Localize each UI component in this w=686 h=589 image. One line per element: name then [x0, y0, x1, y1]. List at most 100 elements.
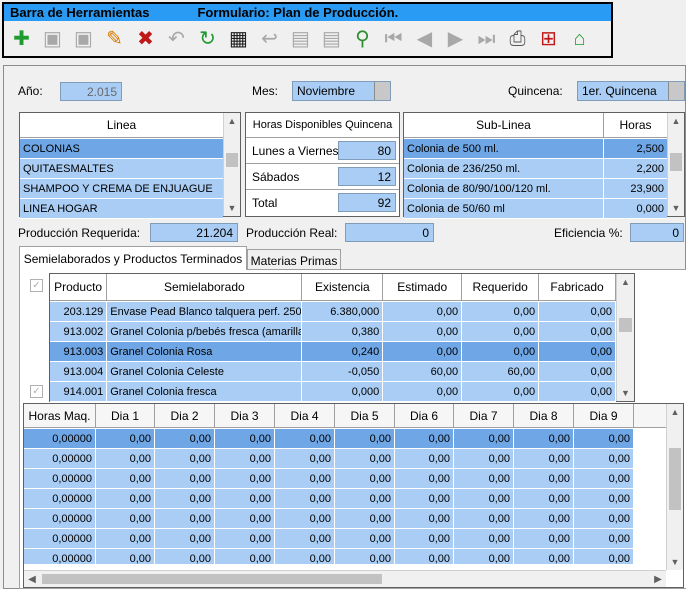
table-cell: 0,00000 — [24, 469, 96, 488]
scroll-up-icon[interactable]: ▲ — [670, 407, 680, 417]
horas-row-value[interactable]: 92 — [338, 193, 396, 212]
list2-icon[interactable]: ▤ — [322, 27, 341, 50]
save-as-icon[interactable]: ▣ — [74, 27, 93, 50]
table-cell: 0,00 — [335, 509, 395, 528]
table-cell: 0,00 — [275, 529, 335, 548]
tab-materias-primas[interactable]: Materias Primas — [247, 249, 341, 271]
anio-field[interactable]: 2.015 — [60, 82, 122, 101]
horas-row-value[interactable]: 12 — [338, 167, 396, 186]
scroll-down-icon[interactable]: ▼ — [671, 203, 681, 213]
table-cell: 0,00 — [574, 429, 634, 448]
table-cell: 0,00 — [335, 489, 395, 508]
produccion-real-field[interactable]: 0 — [345, 223, 434, 242]
horas-row: Sábados 12 — [246, 164, 399, 190]
undo-icon[interactable]: ↶ — [168, 27, 185, 50]
last-record-icon[interactable]: ⏭ — [477, 27, 496, 50]
home-icon[interactable]: ⌂ — [573, 27, 586, 50]
sublinea-scrollbar[interactable]: ▲ ▼ — [667, 113, 684, 216]
next-record-icon[interactable]: ▶ — [447, 27, 464, 50]
table-row[interactable]: 914.001 Granel Colonia fresca 0,000 0,00 0,0… — [50, 382, 617, 402]
table-row[interactable]: 203.129 Envase Pead Blanco talquera perf.… — [50, 302, 617, 322]
first-record-icon[interactable]: ⏮ — [384, 27, 403, 50]
table-row[interactable]: 0,00000 0,00 0,00 0,00 0,00 0,00 0,00 0,00 0,00 0… — [24, 489, 666, 509]
sublinea-row[interactable]: Colonia de 50/60 ml 0,000 — [404, 199, 667, 219]
semi-header-cell: Semielaborado — [107, 274, 303, 300]
mes-select[interactable]: Noviembre — [292, 81, 391, 101]
table-cell: Granel Colonia p/bebés fresca (amarilla) — [107, 322, 303, 341]
sublinea-row[interactable]: Colonia de 500 ml. 2,500 — [404, 139, 667, 159]
table-cell: 0,00 — [215, 489, 275, 508]
produccion-requerida-field[interactable]: 21.204 — [150, 223, 238, 242]
prev-record-icon[interactable]: ◀ — [416, 27, 433, 50]
scroll-up-icon[interactable]: ▲ — [227, 116, 237, 126]
search-icon[interactable]: ⚲ — [355, 27, 370, 50]
linea-item[interactable]: SHAMPOO Y CREMA DE ENJUAGUE — [20, 179, 223, 199]
checkbox-icon[interactable]: ✓ — [30, 279, 43, 292]
table-row[interactable]: 0,00000 0,00 0,00 0,00 0,00 0,00 0,00 0,00 0,00 0… — [24, 469, 666, 489]
dias-header-cell: Dia 8 — [514, 404, 574, 427]
toolbar-icons: ✚ ▣ ▣ ✎ ✖ ↶ ↻ ▦ ↩ ▤ ▤ ⚲ ⏮ ◀ ▶ ⏭ ⎙ ⊞ ⌂ — [4, 21, 611, 56]
dias-header-cell: Dia 7 — [454, 404, 514, 427]
dias-scrollbar[interactable]: ▲ ▼ — [666, 404, 683, 570]
table-cell: 0,00 — [574, 549, 634, 564]
tab-semielaborados[interactable]: Semielaborados y Productos Terminados — [19, 246, 247, 270]
table-cell: 60,00 — [383, 362, 463, 381]
scroll-up-icon[interactable]: ▲ — [621, 277, 630, 287]
save-icon[interactable]: ▣ — [43, 27, 62, 50]
linea-item[interactable]: QUITAESMALTES — [20, 159, 223, 179]
dias-hscrollbar[interactable]: ◀ ▶ — [24, 570, 666, 587]
dias-hscroll-thumb[interactable] — [42, 574, 382, 584]
table-cell: 0,00000 — [24, 549, 96, 564]
linea-scrollbar[interactable]: ▲ ▼ — [223, 113, 240, 216]
quincena-select[interactable]: 1er. Quincena — [577, 81, 685, 101]
table-cell: 0,00 — [96, 449, 155, 468]
print-icon[interactable]: ⎙ — [509, 27, 526, 50]
table-row[interactable]: 0,00000 0,00 0,00 0,00 0,00 0,00 0,00 0,00 0,00 0… — [24, 529, 666, 549]
edit-icon[interactable]: ✎ — [106, 27, 123, 50]
table-cell: 0,00 — [155, 429, 215, 448]
eficiencia-field[interactable]: 0 — [630, 223, 684, 242]
semi-scroll-thumb[interactable] — [619, 318, 632, 332]
sublinea-horas: 2,200 — [604, 159, 667, 178]
delete-icon[interactable]: ✖ — [137, 27, 154, 50]
scroll-up-icon[interactable]: ▲ — [671, 116, 681, 126]
sublinea-row[interactable]: Colonia de 80/90/100/120 ml. 23,900 — [404, 179, 667, 199]
table-row[interactable]: 913.003 Granel Colonia Rosa 0,240 0,00 0,00 0… — [50, 342, 617, 362]
semielaborados-header: Producto Semielaborado Existencia Estimado R… — [50, 274, 617, 301]
sublinea-list: Colonia de 500 ml. 2,500 Colonia de 236/25… — [404, 139, 667, 219]
dias-header-cell: Dia 2 — [155, 404, 215, 427]
dias-scroll-thumb[interactable] — [669, 448, 681, 510]
linea-scroll-thumb[interactable] — [226, 153, 238, 167]
semielaborados-scrollbar[interactable]: ▲ ▼ — [616, 274, 634, 401]
table-cell: 0,380 — [302, 322, 384, 341]
add-icon[interactable]: ✚ — [13, 27, 30, 50]
scroll-left-icon[interactable]: ◀ — [28, 573, 36, 585]
table-row[interactable]: 913.004 Granel Colonia Celeste -0,050 60,00… — [50, 362, 617, 382]
table-row[interactable]: 0,00000 0,00 0,00 0,00 0,00 0,00 0,00 0,00 0,00 0… — [24, 429, 666, 449]
horas-row: Lunes a Viernes 80 — [246, 138, 399, 164]
film-icon[interactable]: ▦ — [229, 27, 248, 50]
scroll-right-icon[interactable]: ▶ — [654, 573, 662, 585]
checkbox-icon[interactable]: ✓ — [30, 385, 43, 398]
linea-item[interactable]: LINEA HOGAR — [20, 199, 223, 219]
gift-icon[interactable]: ⊞ — [540, 27, 557, 50]
quincena-dropdown-button[interactable] — [668, 82, 684, 100]
horas-row-value[interactable]: 80 — [338, 141, 396, 160]
scroll-down-icon[interactable]: ▼ — [227, 203, 237, 213]
scroll-down-icon[interactable]: ▼ — [621, 388, 630, 398]
refresh-icon[interactable]: ↻ — [199, 27, 216, 50]
table-row[interactable]: 913.002 Granel Colonia p/bebés fresca (am… — [50, 322, 617, 342]
sublinea-scroll-thumb[interactable] — [670, 153, 682, 171]
scroll-down-icon[interactable]: ▼ — [670, 557, 680, 567]
back-icon[interactable]: ↩ — [261, 27, 278, 50]
table-row[interactable]: 0,00000 0,00 0,00 0,00 0,00 0,00 0,00 0,00 0,00 0… — [24, 549, 666, 564]
list-icon[interactable]: ▤ — [291, 27, 310, 50]
linea-item[interactable]: COLONIAS — [20, 139, 223, 159]
mes-dropdown-button[interactable] — [374, 82, 390, 100]
table-row[interactable]: 0,00000 0,00 0,00 0,00 0,00 0,00 0,00 0,00 0,00 0… — [24, 449, 666, 469]
table-row[interactable]: 0,00000 0,00 0,00 0,00 0,00 0,00 0,00 0,00 0,00 0… — [24, 509, 666, 529]
table-cell: 6.380,000 — [302, 302, 384, 321]
sublinea-row[interactable]: Colonia de 236/250 ml. 2,200 — [404, 159, 667, 179]
table-cell: 0,00 — [96, 549, 155, 564]
mes-value: Noviembre — [297, 84, 356, 98]
